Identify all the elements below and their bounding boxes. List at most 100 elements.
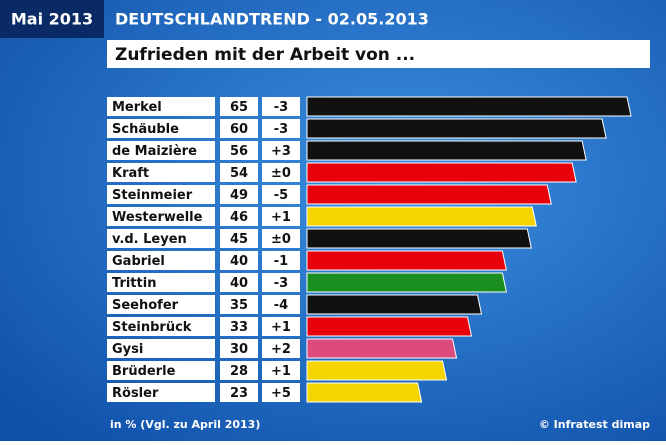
- bar: [306, 184, 552, 205]
- change-label: +3: [271, 144, 291, 159]
- category-label: Steinmeier: [112, 188, 193, 203]
- change-label: -1: [274, 254, 288, 269]
- change-label: -4: [274, 298, 288, 313]
- value-box: [220, 339, 258, 358]
- value-box: [220, 141, 258, 160]
- category-label: Gabriel: [112, 254, 165, 269]
- value-box: [220, 163, 258, 182]
- change-label: +1: [271, 210, 291, 225]
- bar: [306, 96, 632, 117]
- value-label: 56: [230, 144, 248, 159]
- bar: [306, 338, 458, 359]
- change-label: ±0: [271, 166, 291, 181]
- change-box: [262, 383, 300, 402]
- bar: [306, 272, 508, 293]
- change-label: -3: [274, 122, 288, 137]
- value-label: 28: [230, 364, 248, 379]
- category-label: v.d. Leyen: [112, 232, 187, 247]
- subtitle: Zufrieden mit der Arbeit von ...: [115, 45, 415, 65]
- category-label: Seehofer: [112, 298, 179, 313]
- bar: [306, 140, 587, 161]
- category-label: Gysi: [112, 342, 143, 357]
- name-box: [107, 185, 215, 204]
- badge-box: [0, 0, 104, 38]
- name-box: [107, 207, 215, 226]
- value-label: 60: [230, 122, 248, 137]
- change-label: -3: [274, 100, 288, 115]
- value-label: 40: [230, 254, 248, 269]
- value-label: 46: [230, 210, 248, 225]
- category-label: Schäuble: [112, 122, 179, 137]
- change-box: [262, 119, 300, 138]
- name-box: [107, 339, 215, 358]
- value-label: 45: [230, 232, 248, 247]
- badge: Mai 2013: [11, 10, 93, 29]
- name-box: [107, 295, 215, 314]
- change-box: [262, 251, 300, 270]
- bar: [306, 360, 448, 381]
- value-label: 40: [230, 276, 248, 291]
- bar: [306, 294, 483, 315]
- value-box: [220, 273, 258, 292]
- change-box: [262, 163, 300, 182]
- value-label: 54: [230, 166, 248, 181]
- name-box: [107, 251, 215, 270]
- change-label: ±0: [271, 232, 291, 247]
- change-box: [262, 339, 300, 358]
- value-box: [220, 295, 258, 314]
- bar: [306, 382, 423, 403]
- bar: [306, 250, 508, 271]
- bar: [306, 118, 607, 139]
- change-box: [262, 185, 300, 204]
- change-box: [262, 229, 300, 248]
- name-box: [107, 141, 215, 160]
- change-box: [262, 141, 300, 160]
- category-label: de Maizière: [112, 144, 197, 159]
- value-box: [220, 97, 258, 116]
- name-box: [107, 273, 215, 292]
- value-label: 49: [230, 188, 248, 203]
- change-box: [262, 273, 300, 292]
- value-label: 33: [230, 320, 248, 335]
- category-label: Rösler: [112, 386, 159, 401]
- category-label: Kraft: [112, 166, 149, 181]
- note: in % (Vgl. zu April 2013): [110, 418, 260, 431]
- change-label: +5: [271, 386, 291, 401]
- bar: [306, 206, 537, 227]
- change-label: +1: [271, 320, 291, 335]
- value-box: [220, 119, 258, 138]
- change-label: +2: [271, 342, 291, 357]
- change-label: -3: [274, 276, 288, 291]
- change-box: [262, 207, 300, 226]
- change-box: [262, 361, 300, 380]
- bar: [306, 228, 532, 249]
- category-label: Merkel: [112, 100, 162, 115]
- value-label: 65: [230, 100, 248, 115]
- value-box: [220, 251, 258, 270]
- name-box: [107, 361, 215, 380]
- value-box: [220, 185, 258, 204]
- category-label: Trittin: [112, 276, 156, 291]
- change-box: [262, 317, 300, 336]
- value-label: 23: [230, 386, 248, 401]
- change-box: [262, 295, 300, 314]
- value-box: [220, 383, 258, 402]
- value-box: [220, 317, 258, 336]
- category-label: Westerwelle: [112, 210, 203, 225]
- bar: [306, 316, 473, 337]
- name-box: [107, 229, 215, 248]
- category-label: Brüderle: [112, 364, 176, 379]
- value-label: 30: [230, 342, 248, 357]
- value-box: [220, 207, 258, 226]
- name-box: [107, 163, 215, 182]
- change-box: [262, 97, 300, 116]
- subtitle-band: [107, 40, 650, 68]
- change-label: -5: [274, 188, 288, 203]
- name-box: [107, 119, 215, 138]
- category-label: Steinbrück: [112, 320, 192, 335]
- value-box: [220, 229, 258, 248]
- chart-title: DEUTSCHLANDTREND - 02.05.2013: [115, 10, 429, 29]
- name-box: [107, 97, 215, 116]
- value-box: [220, 361, 258, 380]
